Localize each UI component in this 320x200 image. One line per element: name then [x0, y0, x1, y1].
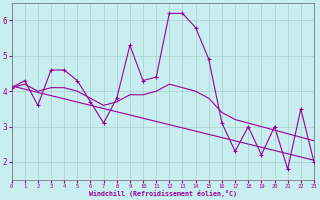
- X-axis label: Windchill (Refroidissement éolien,°C): Windchill (Refroidissement éolien,°C): [89, 190, 237, 197]
